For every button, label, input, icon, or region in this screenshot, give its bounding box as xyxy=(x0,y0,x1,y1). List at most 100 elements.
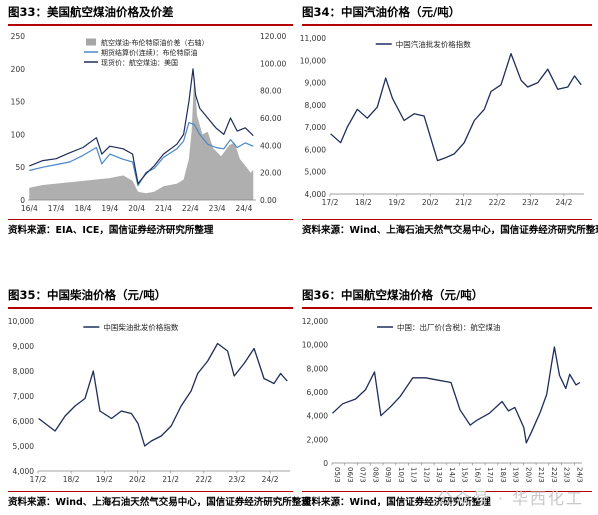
x-tick-label: 22/2 xyxy=(489,198,506,207)
y-right-tick-label: 100.00 xyxy=(260,59,286,68)
legend-label: 现货价：航空煤油：美国 xyxy=(101,58,178,67)
x-tick-label: 17/2 xyxy=(322,198,339,207)
x-tick-label: 24/4 xyxy=(236,204,253,213)
x-tick-label: 19/4 xyxy=(101,204,118,213)
x-tick-label: 21/4 xyxy=(155,204,172,213)
x-tick-label: 19/2 xyxy=(388,198,405,207)
x-tick-label: 24/2 xyxy=(262,475,279,484)
y-left-tick-label: 150 xyxy=(11,98,26,107)
x-tick-label: 23/2 xyxy=(522,198,539,207)
y-right-tick-label: 20.00 xyxy=(260,169,282,178)
y-left-tick-label: 250 xyxy=(11,32,26,41)
y-tick-label: 6,000 xyxy=(305,145,327,154)
x-tick-label: 08/3 xyxy=(371,467,379,483)
y-tick-label: 11,000 xyxy=(300,34,326,43)
legend-label: 中国柴油批发价格指数 xyxy=(103,322,178,332)
x-tick-label: 15/3 xyxy=(461,467,469,483)
watermark: 公众号 · 华西化工 xyxy=(436,489,584,508)
x-tick-label: 23/3 xyxy=(563,467,571,483)
x-tick-label: 09/3 xyxy=(384,467,392,483)
y-right-tick-label: 80.00 xyxy=(260,87,282,96)
figure-36: 图36：中国航空煤油价格（元/吨） 0 2,000 4,000 6,000 8,000 1… xyxy=(302,287,592,512)
x-tick-label: 20/4 xyxy=(128,204,145,213)
y-tick-label: 8,000 xyxy=(307,364,329,373)
y-tick-label: 5,000 xyxy=(305,168,327,177)
series-line xyxy=(331,346,581,444)
x-tick-label: 05/3 xyxy=(333,467,341,483)
figure-title: 图36：中国航空煤油价格（元/吨） xyxy=(302,288,484,302)
x-tick-label: 19/3 xyxy=(512,467,520,483)
x-tick-label: 21/3 xyxy=(537,467,545,483)
chart-gasoline: 4,000 5,000 6,000 7,000 8,000 9,000 10,000 11,0… xyxy=(300,34,584,207)
series-line xyxy=(29,121,254,187)
y-tick-label: 8,000 xyxy=(305,101,327,110)
y-tick-label: 10,000 xyxy=(8,317,34,326)
y-tick-label: 7,000 xyxy=(13,392,35,401)
figure-title: 图34：中国汽油价格（元/吨） xyxy=(302,5,461,19)
y-left-tick-label: 200 xyxy=(11,65,26,74)
y-tick-label: 10,000 xyxy=(302,341,328,350)
x-tick-label: 11/3 xyxy=(410,467,418,483)
x-tick-label: 13/3 xyxy=(435,467,443,483)
y-tick-label: 10,000 xyxy=(300,56,326,65)
figure-33: 图33：美国航空煤油价格及价差 0 50 100 150 200 250 0.00 20.00… xyxy=(8,4,293,236)
y-left-tick-label: 0 xyxy=(20,196,25,205)
x-tick-label: 21/2 xyxy=(162,475,179,484)
y-right-tick-label: 60.00 xyxy=(260,114,282,123)
x-tick-label: 20/2 xyxy=(422,198,439,207)
source-divider xyxy=(8,219,293,220)
legend-label: 期货结算价(连续)：布伦特原油 xyxy=(101,48,197,57)
y-tick-label: 6,000 xyxy=(13,417,35,426)
x-tick-label: 23/4 xyxy=(209,204,226,213)
y-tick-label: 7,000 xyxy=(305,123,327,132)
y-tick-label: 9,000 xyxy=(305,79,327,88)
x-tick-label: 18/4 xyxy=(75,204,92,213)
x-tick-label: 22/4 xyxy=(182,204,199,213)
x-tick-label: 22/3 xyxy=(550,467,558,483)
source-note: 资料来源：Wind、上海石油天然气交易中心，国信证券经济研究所整理 xyxy=(8,497,311,508)
x-tick-label: 10/3 xyxy=(397,467,405,483)
y-tick-label: 4,000 xyxy=(307,412,329,421)
source-divider xyxy=(8,491,293,492)
series-area xyxy=(29,74,254,200)
y-left-tick-label: 100 xyxy=(11,130,26,139)
y-tick-label: 5,000 xyxy=(13,442,35,451)
legend-label: 航空煤油-布伦特原油价差（右轴） xyxy=(101,38,209,47)
title-divider xyxy=(8,307,293,309)
source-divider xyxy=(302,491,592,492)
y-tick-label: 2,000 xyxy=(307,435,329,444)
figure-title: 图35：中国柴油价格（元/吨） xyxy=(8,288,167,302)
x-tick-label: 16/3 xyxy=(473,467,481,483)
series-line xyxy=(29,68,254,185)
source-note: 资料来源：Wind，国信证券经济研究所整理 xyxy=(302,497,491,508)
x-tick-label: 14/3 xyxy=(448,467,456,483)
y-right-tick-label: 120.00 xyxy=(260,32,286,41)
x-tick-label: 20/2 xyxy=(129,475,146,484)
title-divider xyxy=(302,24,592,26)
x-tick-label: 07/3 xyxy=(359,467,367,483)
figure-34: 图34：中国汽油价格（元/吨） 4,000 5,000 6,000 7,000 8,00… xyxy=(300,4,598,236)
chart-us-jet-fuel: 0 50 100 150 200 250 0.00 20.00 40.00 60.00 80.00 1… xyxy=(11,32,287,213)
title-divider xyxy=(302,307,592,309)
x-tick-label: 17/2 xyxy=(30,475,47,484)
y-tick-label: 4,000 xyxy=(305,190,327,199)
legend-label: 中国：出厂价(含税)：航空煤油 xyxy=(397,322,500,332)
x-tick-label: 24/3 xyxy=(575,467,583,483)
y-tick-label: 4,000 xyxy=(13,467,35,476)
y-left-tick-label: 50 xyxy=(15,163,25,172)
chart-diesel: 4,000 5,000 6,000 7,000 8,000 9,000 10,000 17/2… xyxy=(8,317,290,484)
figure-title: 图33：美国航空煤油价格及价差 xyxy=(8,5,174,19)
source-note: 资料来源：Wind、上海石油天然气交易中心，国信证券经济研究所整理 xyxy=(302,225,598,236)
source-note: 资料来源：EIA、ICE，国信证券经济研究所整理 xyxy=(8,225,214,236)
y-right-tick-label: 0.00 xyxy=(260,196,277,205)
source-divider xyxy=(302,219,592,220)
x-tick-label: 21/2 xyxy=(455,198,472,207)
series-line xyxy=(330,52,582,162)
y-tick-label: 0 xyxy=(323,459,328,468)
x-tick-label: 06/3 xyxy=(346,467,354,483)
x-tick-label: 23/2 xyxy=(229,475,246,484)
chart-china-jet-fuel: 0 2,000 4,000 6,000 8,000 10,000 12,000 05/3 06/… xyxy=(302,317,584,483)
x-tick-label: 18/3 xyxy=(499,467,507,483)
x-tick-label: 24/2 xyxy=(556,198,573,207)
series-line xyxy=(38,342,288,447)
